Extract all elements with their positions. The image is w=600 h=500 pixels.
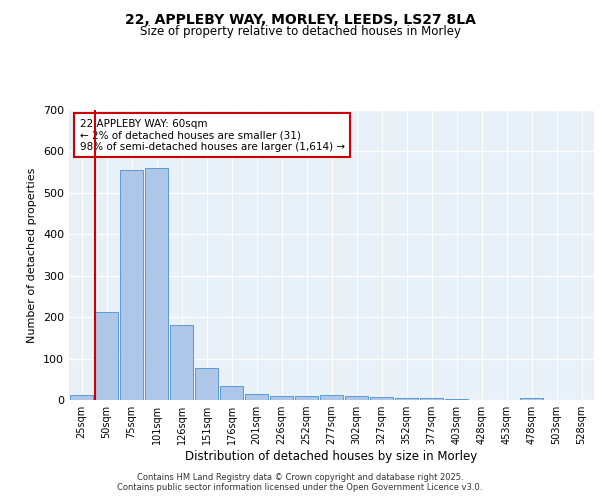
- Bar: [320, 396, 343, 400]
- Bar: [145, 168, 168, 400]
- Bar: [445, 399, 468, 400]
- Text: 22, APPLEBY WAY, MORLEY, LEEDS, LS27 8LA: 22, APPLEBY WAY, MORLEY, LEEDS, LS27 8LA: [125, 12, 475, 26]
- Bar: [245, 394, 268, 400]
- Bar: [295, 396, 318, 400]
- Bar: [220, 386, 243, 400]
- Y-axis label: Number of detached properties: Number of detached properties: [28, 168, 37, 342]
- Bar: [170, 324, 193, 400]
- Text: Size of property relative to detached houses in Morley: Size of property relative to detached ho…: [139, 25, 461, 38]
- Bar: [370, 397, 393, 400]
- Bar: [395, 398, 418, 400]
- Bar: [195, 368, 218, 400]
- Bar: [70, 394, 93, 400]
- Bar: [120, 170, 143, 400]
- Text: 22 APPLEBY WAY: 60sqm
← 2% of detached houses are smaller (31)
98% of semi-detac: 22 APPLEBY WAY: 60sqm ← 2% of detached h…: [79, 118, 344, 152]
- Bar: [345, 396, 368, 400]
- Text: Contains HM Land Registry data © Crown copyright and database right 2025.
Contai: Contains HM Land Registry data © Crown c…: [118, 473, 482, 492]
- Bar: [520, 398, 543, 400]
- Bar: [270, 396, 293, 400]
- X-axis label: Distribution of detached houses by size in Morley: Distribution of detached houses by size …: [185, 450, 478, 463]
- Bar: [420, 398, 443, 400]
- Bar: [95, 312, 118, 400]
